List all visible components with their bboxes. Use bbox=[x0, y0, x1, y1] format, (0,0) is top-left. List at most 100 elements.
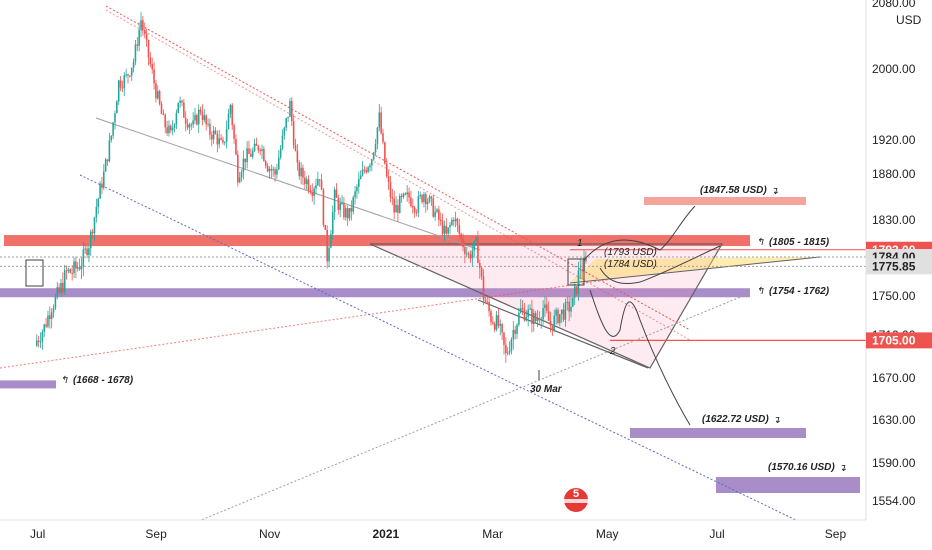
candle-body bbox=[423, 194, 425, 203]
candle-body bbox=[307, 179, 310, 190]
label-zone-1754-1762-text: (1754 - 1762) bbox=[769, 286, 830, 297]
zone-1668-1678 bbox=[0, 380, 56, 389]
candle-body bbox=[411, 206, 414, 208]
candle-body bbox=[270, 168, 273, 171]
candle-body bbox=[492, 322, 494, 324]
y-tick-label: 2000.00 bbox=[872, 62, 916, 76]
candle-body bbox=[354, 191, 356, 198]
candle-body bbox=[67, 269, 70, 271]
candle-body bbox=[566, 301, 569, 303]
candle-body bbox=[54, 296, 57, 309]
candle-body bbox=[298, 162, 301, 177]
candle-body bbox=[551, 325, 554, 331]
y-tick-label: 1670.00 bbox=[872, 371, 916, 385]
candle-body bbox=[521, 308, 524, 310]
x-tick-label: Mar bbox=[482, 527, 503, 541]
candle-body bbox=[497, 315, 500, 326]
candle-body bbox=[490, 311, 492, 323]
candle-body bbox=[516, 324, 518, 334]
candle-body bbox=[559, 314, 561, 324]
candle-body bbox=[547, 311, 550, 321]
candle-body bbox=[155, 83, 157, 99]
candle-body bbox=[480, 267, 483, 277]
y-tick-label: 1630.00 bbox=[872, 413, 916, 427]
candle-body bbox=[542, 308, 544, 320]
x-tick-label: Sep bbox=[145, 527, 167, 541]
projection-wedge-path bbox=[599, 245, 721, 284]
candle-body bbox=[289, 100, 291, 117]
candle-body bbox=[266, 165, 269, 172]
candle-body bbox=[63, 270, 66, 293]
candle-body bbox=[477, 237, 479, 263]
candle-body bbox=[417, 196, 420, 213]
candle-body bbox=[371, 159, 373, 166]
candle-body bbox=[577, 270, 580, 294]
candle-body bbox=[240, 171, 243, 178]
candle-body bbox=[222, 139, 224, 143]
candle-body bbox=[283, 127, 286, 136]
candle-body bbox=[220, 138, 222, 140]
candle-body bbox=[464, 247, 466, 254]
candle-body bbox=[209, 123, 211, 135]
label-target-1847-text: (1847.58 USD) bbox=[700, 185, 767, 196]
candle-body bbox=[263, 149, 265, 162]
candle-body bbox=[127, 74, 129, 76]
y-tick-label: 1830.00 bbox=[872, 213, 916, 227]
candle-body bbox=[156, 91, 159, 99]
candle-body bbox=[428, 196, 431, 202]
price-axis[interactable]: USD 2080.00 2000.00 1920.00 1880.00 1830.00 17… bbox=[865, 0, 932, 550]
y-tick-label: 1590.00 bbox=[872, 456, 916, 470]
candle-body bbox=[272, 169, 274, 171]
candle-body bbox=[350, 207, 353, 212]
candle-body bbox=[268, 168, 271, 172]
candle-body bbox=[318, 179, 321, 181]
candle-body bbox=[251, 150, 254, 157]
candle-body bbox=[544, 304, 546, 309]
candle-body bbox=[188, 124, 191, 128]
candle-body bbox=[374, 144, 377, 153]
candle-body bbox=[527, 309, 529, 318]
annotation-1784: (1784 USD) bbox=[604, 259, 657, 270]
candle-body bbox=[261, 149, 263, 152]
candle-body bbox=[361, 169, 364, 176]
box-marker-right bbox=[567, 258, 585, 286]
candle-body bbox=[231, 105, 234, 126]
candle-body bbox=[296, 150, 299, 163]
candle-body bbox=[149, 57, 152, 65]
candle-body bbox=[389, 181, 392, 198]
candle-body bbox=[400, 195, 403, 197]
candle-body bbox=[369, 165, 371, 168]
candle-body bbox=[540, 319, 543, 321]
price-badge-bg bbox=[866, 258, 932, 275]
candle-body bbox=[309, 189, 312, 193]
candle-body bbox=[233, 125, 235, 139]
candle-body bbox=[410, 197, 412, 207]
candle-body bbox=[218, 138, 221, 145]
candle-body bbox=[385, 163, 388, 177]
candle-body bbox=[84, 248, 86, 250]
candle-body bbox=[242, 158, 245, 172]
candle-body bbox=[564, 302, 567, 320]
target-zone-1570 bbox=[716, 477, 860, 493]
time-axis[interactable]: Jul Sep Nov 2021 Mar May Jul Sep bbox=[0, 519, 866, 550]
candle-body bbox=[93, 217, 96, 234]
candle-body bbox=[363, 169, 366, 171]
candle-body bbox=[575, 286, 578, 294]
candle-body bbox=[45, 324, 47, 327]
candle-body bbox=[104, 159, 107, 172]
candle-body bbox=[142, 20, 144, 31]
candle-body bbox=[145, 33, 148, 41]
time-axis-bg bbox=[0, 520, 866, 550]
wedge-upper-line bbox=[569, 256, 821, 284]
label-zone-1668-1678: ↰ (1668 - 1678) bbox=[60, 375, 134, 386]
candle-body bbox=[441, 220, 444, 234]
candle-body bbox=[339, 203, 341, 211]
candle-body bbox=[523, 309, 526, 321]
candle-body bbox=[285, 118, 288, 128]
candle-body bbox=[302, 167, 304, 178]
price-badge-label: 1705.00 bbox=[872, 333, 916, 347]
candle-body bbox=[58, 287, 60, 293]
candle-body bbox=[482, 276, 485, 300]
candle-body bbox=[438, 209, 440, 220]
x-tick-label: Nov bbox=[259, 527, 280, 541]
